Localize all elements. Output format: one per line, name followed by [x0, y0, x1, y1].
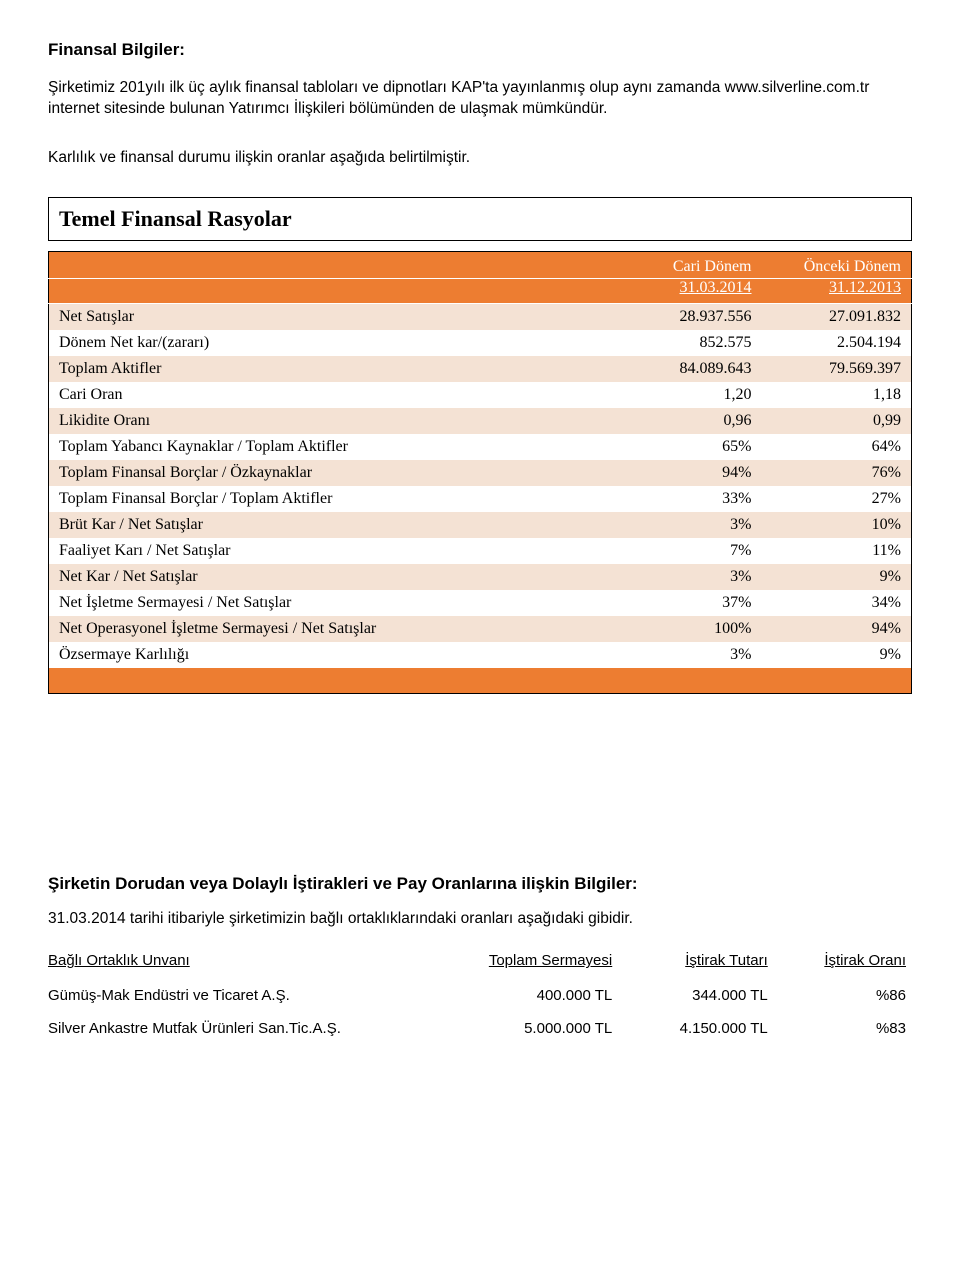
ratio-label: Özsermaye Karlılığı	[49, 642, 612, 668]
affiliate-amount: 344.000 TL	[618, 979, 774, 1012]
ratio-value-current: 28.937.556	[612, 303, 762, 330]
ratio-label: Brüt Kar / Net Satışlar	[49, 512, 612, 538]
ratio-label: Faaliyet Karı / Net Satışlar	[49, 538, 612, 564]
ratios-footer-row	[49, 668, 912, 694]
ratio-value-current: 7%	[612, 538, 762, 564]
ratio-value-previous: 0,99	[762, 408, 912, 434]
ratio-value-current: 0,96	[612, 408, 762, 434]
affiliate-ratio: %86	[774, 979, 912, 1012]
ratio-label: Toplam Finansal Borçlar / Özkaynaklar	[49, 460, 612, 486]
table-row: Cari Oran1,201,18	[49, 382, 912, 408]
table-row: Faaliyet Karı / Net Satışlar7%11%	[49, 538, 912, 564]
ratio-label: Toplam Finansal Borçlar / Toplam Aktifle…	[49, 486, 612, 512]
ratio-value-current: 33%	[612, 486, 762, 512]
ratio-value-current: 37%	[612, 590, 762, 616]
table-row: Brüt Kar / Net Satışlar3%10%	[49, 512, 912, 538]
ratio-value-previous: 79.569.397	[762, 356, 912, 382]
table-row: Toplam Yabancı Kaynaklar / Toplam Aktifl…	[49, 434, 912, 460]
affiliates-col-ratio: İştirak Oranı	[774, 948, 912, 979]
ratio-label: Net İşletme Sermayesi / Net Satışlar	[49, 590, 612, 616]
table-row: Toplam Finansal Borçlar / Toplam Aktifle…	[49, 486, 912, 512]
ratio-value-previous: 27%	[762, 486, 912, 512]
intro-paragraph-1: Şirketimiz 201yılı ilk üç aylık finansal…	[48, 78, 912, 120]
ratio-value-current: 3%	[612, 642, 762, 668]
ratio-value-current: 94%	[612, 460, 762, 486]
ratio-value-previous: 9%	[762, 564, 912, 590]
table-row: Net İşletme Sermayesi / Net Satışlar37%3…	[49, 590, 912, 616]
table-row: Dönem Net kar/(zararı)852.5752.504.194	[49, 330, 912, 356]
ratios-title: Temel Finansal Rasyolar	[59, 206, 292, 231]
ratio-value-current: 65%	[612, 434, 762, 460]
ratios-table: Cari Dönem Önceki Dönem 31.03.2014 31.12…	[48, 251, 912, 695]
ratio-value-previous: 2.504.194	[762, 330, 912, 356]
ratio-label: Net Satışlar	[49, 303, 612, 330]
affiliate-name: Gümüş-Mak Endüstri ve Ticaret A.Ş.	[48, 979, 445, 1012]
ratio-value-previous: 1,18	[762, 382, 912, 408]
ratios-footer-cell	[49, 668, 912, 694]
affiliates-col-total: Toplam Sermayesi	[445, 948, 618, 979]
ratio-value-previous: 27.091.832	[762, 303, 912, 330]
table-row: Gümüş-Mak Endüstri ve Ticaret A.Ş.400.00…	[48, 979, 912, 1012]
ratio-value-current: 1,20	[612, 382, 762, 408]
table-row: Özsermaye Karlılığı3%9%	[49, 642, 912, 668]
ratio-value-current: 3%	[612, 512, 762, 538]
ratio-label: Likidite Oranı	[49, 408, 612, 434]
ratio-value-current: 84.089.643	[612, 356, 762, 382]
affiliate-total: 5.000.000 TL	[445, 1012, 618, 1045]
ratio-label: Toplam Aktifler	[49, 356, 612, 382]
table-row: Net Kar / Net Satışlar3%9%	[49, 564, 912, 590]
ratios-title-box: Temel Finansal Rasyolar	[48, 197, 912, 241]
table-row: Toplam Finansal Borçlar / Özkaynaklar94%…	[49, 460, 912, 486]
table-row: Net Operasyonel İşletme Sermayesi / Net …	[49, 616, 912, 642]
ratio-value-current: 3%	[612, 564, 762, 590]
ratio-label: Net Operasyonel İşletme Sermayesi / Net …	[49, 616, 612, 642]
ratio-value-previous: 11%	[762, 538, 912, 564]
intro-paragraph-2: Karlılık ve finansal durumu ilişkin oran…	[48, 148, 912, 169]
table-row: Likidite Oranı0,960,99	[49, 408, 912, 434]
ratio-value-previous: 9%	[762, 642, 912, 668]
table-row: Toplam Aktifler84.089.64379.569.397	[49, 356, 912, 382]
ratios-header-col1-bot: 31.03.2014	[612, 278, 762, 303]
affiliates-header-row: Bağlı Ortaklık Unvanı Toplam Sermayesi İ…	[48, 948, 912, 979]
ratio-value-current: 852.575	[612, 330, 762, 356]
affiliates-col-amount: İştirak Tutarı	[618, 948, 774, 979]
ratios-header-col2-bot: 31.12.2013	[762, 278, 912, 303]
affiliate-total: 400.000 TL	[445, 979, 618, 1012]
affiliates-table-body: Gümüş-Mak Endüstri ve Ticaret A.Ş.400.00…	[48, 979, 912, 1045]
ratios-table-header: Cari Dönem Önceki Dönem 31.03.2014 31.12…	[49, 251, 912, 303]
ratios-header-col1-top: Cari Dönem	[612, 251, 762, 278]
ratio-value-previous: 76%	[762, 460, 912, 486]
ratio-value-previous: 64%	[762, 434, 912, 460]
ratio-label: Dönem Net kar/(zararı)	[49, 330, 612, 356]
ratios-header-col2-top: Önceki Dönem	[762, 251, 912, 278]
affiliates-paragraph: 31.03.2014 tarihi itibariyle şirketimizi…	[48, 910, 912, 928]
ratio-value-previous: 34%	[762, 590, 912, 616]
ratios-table-body: Net Satışlar28.937.55627.091.832Dönem Ne…	[49, 303, 912, 694]
affiliates-heading: Şirketin Dorudan veya Dolaylı İştirakler…	[48, 874, 912, 894]
affiliates-col-name: Bağlı Ortaklık Unvanı	[48, 948, 445, 979]
affiliate-name: Silver Ankastre Mutfak Ürünleri San.Tic.…	[48, 1012, 445, 1045]
ratios-header-blank2	[49, 278, 612, 303]
page-heading: Finansal Bilgiler:	[48, 40, 912, 60]
ratio-value-current: 100%	[612, 616, 762, 642]
ratio-value-previous: 10%	[762, 512, 912, 538]
ratio-label: Toplam Yabancı Kaynaklar / Toplam Aktifl…	[49, 434, 612, 460]
affiliate-amount: 4.150.000 TL	[618, 1012, 774, 1045]
ratios-header-blank	[49, 251, 612, 278]
ratio-label: Net Kar / Net Satışlar	[49, 564, 612, 590]
ratio-value-previous: 94%	[762, 616, 912, 642]
table-row: Net Satışlar28.937.55627.091.832	[49, 303, 912, 330]
affiliates-table: Bağlı Ortaklık Unvanı Toplam Sermayesi İ…	[48, 948, 912, 1045]
table-row: Silver Ankastre Mutfak Ürünleri San.Tic.…	[48, 1012, 912, 1045]
affiliate-ratio: %83	[774, 1012, 912, 1045]
ratio-label: Cari Oran	[49, 382, 612, 408]
